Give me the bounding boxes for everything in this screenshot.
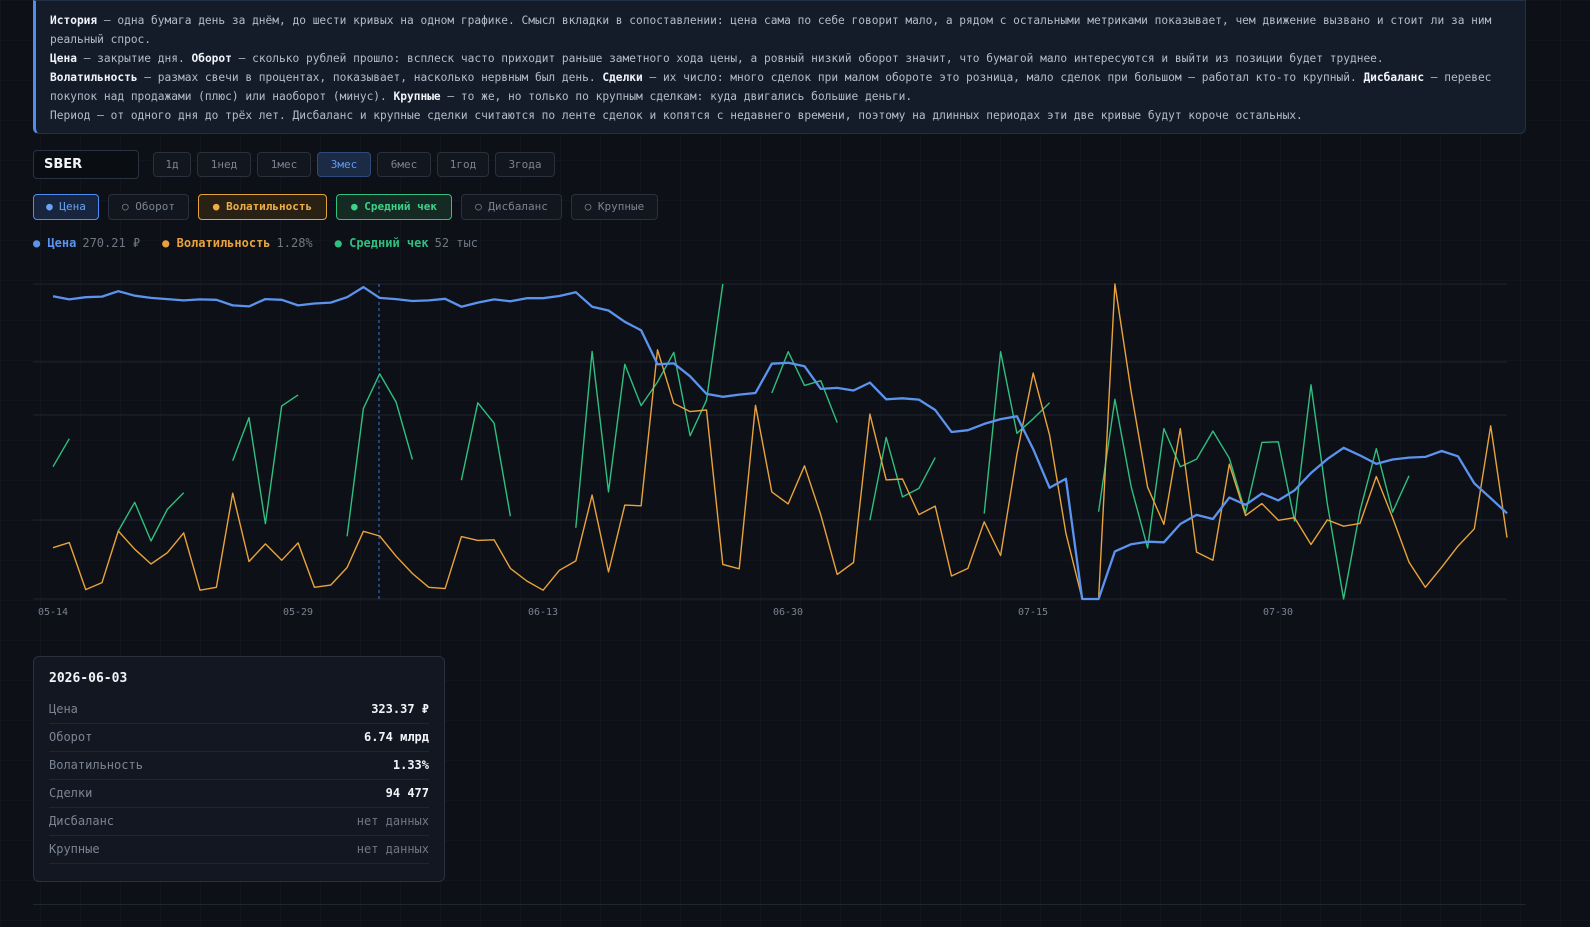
ticker-input[interactable]: SBER	[33, 150, 139, 179]
tooltip-value: нет данных	[356, 814, 429, 828]
tooltip-key: Сделки	[49, 786, 93, 800]
legend-label-avg-ticket: ● Средний чек	[334, 236, 429, 250]
info-paragraph-2: Цена — закрытие дня. Оборот — сколько ру…	[50, 49, 1511, 68]
info-text: — их число: много сделок при малом оборо…	[642, 71, 1364, 84]
info-term: Дисбаланс	[1363, 71, 1425, 84]
period-button-1d[interactable]: 1д	[153, 152, 191, 177]
history-chart[interactable]: 05-14 05-29 06-13 06-30 07-15 07-30	[0, 270, 1590, 630]
series-line-avg-ticket	[346, 373, 414, 537]
info-term: Оборот	[191, 52, 232, 65]
x-tick-label: 05-29	[283, 607, 313, 618]
series-line-volatility	[52, 283, 1508, 600]
info-term: Волатильность	[50, 71, 138, 84]
metric-toggle-volatility[interactable]: ● Волатильность	[198, 194, 327, 220]
period-button-3y[interactable]: 3года	[495, 152, 555, 177]
x-tick-label: 07-30	[1263, 607, 1293, 618]
x-tick-label: 07-15	[1018, 607, 1048, 618]
metric-toggle-turnover[interactable]: ○ Оборот	[108, 194, 189, 220]
legend-label-volatility: ● Волатильность	[162, 236, 271, 250]
tooltip-row: Дисбаланс нет данных	[49, 808, 429, 836]
series-line-avg-ticket	[1097, 384, 1410, 600]
period-button-6m[interactable]: 6мес	[377, 152, 431, 177]
chart-legend: ● Цена 270.21 ₽ ● Волатильность 1.28% ● …	[33, 236, 478, 250]
info-text: — размах свечи в процентах, показывает, …	[137, 71, 603, 84]
info-paragraph-3: Волатильность — размах свечи в процентах…	[50, 68, 1511, 106]
info-text: — сколько рублей прошло: всплеск часто п…	[231, 52, 1384, 65]
tooltip-key: Крупные	[49, 842, 100, 856]
metric-toggle-price[interactable]: ● Цена	[33, 194, 99, 220]
legend-item-price: ● Цена 270.21 ₽	[33, 236, 140, 250]
metric-toggle-imbalance[interactable]: ○ Дисбаланс	[461, 194, 562, 220]
series-line-avg-ticket	[117, 492, 185, 542]
divider	[33, 904, 1526, 905]
hover-tooltip: 2026-06-03 Цена 323.37 ₽ Оборот 6.74 млр…	[33, 656, 445, 882]
tooltip-value: 6.74 млрд	[363, 730, 429, 744]
legend-item-volatility: ● Волатильность 1.28%	[162, 236, 313, 250]
tooltip-row: Сделки 94 477	[49, 780, 429, 808]
legend-item-avg-ticket: ● Средний чек 52 тыс	[335, 236, 478, 250]
info-text: — то же, но только по крупным сделкам: к…	[440, 90, 913, 103]
tooltip-row: Волатильность 1.33%	[49, 752, 429, 780]
period-button-1w[interactable]: 1нед	[197, 152, 251, 177]
info-text: — перевес покупок над продажами (плюс) и…	[50, 71, 1492, 103]
series-line-avg-ticket	[460, 402, 512, 517]
series-line-avg-ticket	[52, 438, 70, 468]
tooltip-date: 2026-06-03	[49, 671, 128, 686]
tooltip-key: Цена	[49, 702, 78, 716]
tooltip-row: Крупные нет данных	[49, 836, 429, 864]
legend-value-avg-ticket: 52 тыс	[434, 236, 478, 250]
period-button-1y[interactable]: 1год	[437, 152, 489, 177]
x-tick-label: 06-30	[773, 607, 803, 618]
info-paragraph-1: История — одна бумага день за днём, до ш…	[50, 11, 1511, 49]
tooltip-key: Оборот	[49, 730, 93, 744]
info-panel: История — одна бумага день за днём, до ш…	[33, 0, 1526, 134]
tooltip-value: нет данных	[356, 842, 429, 856]
legend-label-price: ● Цена	[33, 236, 77, 250]
metric-toggles: ● Цена ○ Оборот ● Волатильность ● Средни…	[33, 194, 658, 220]
tooltip-key: Дисбаланс	[49, 814, 115, 828]
tooltip-value: 323.37 ₽	[371, 702, 429, 716]
period-selector: 1д 1нед 1мес 3мес 6мес 1год 3года	[153, 152, 555, 177]
info-text: — одна бумага день за днём, до шести кри…	[50, 14, 1492, 46]
metric-toggle-avg-ticket[interactable]: ● Средний чек	[336, 194, 452, 220]
period-button-3m[interactable]: 3мес	[317, 152, 371, 177]
info-text: — закрытие дня.	[76, 52, 192, 65]
legend-value-price: 270.21 ₽	[82, 236, 141, 250]
x-tick-label: 05-14	[38, 607, 68, 618]
info-term: История	[50, 14, 98, 27]
series-line-avg-ticket	[771, 351, 838, 423]
tooltip-value: 1.33%	[392, 758, 429, 772]
tooltip-row: Цена 323.37 ₽	[49, 696, 429, 724]
info-term: Крупные	[393, 90, 441, 103]
info-term: Цена	[50, 52, 77, 65]
series-line-avg-ticket	[232, 394, 299, 525]
series-line-avg-ticket	[869, 436, 936, 521]
x-tick-label: 06-13	[528, 607, 558, 618]
tooltip-key: Волатильность	[49, 758, 143, 772]
period-button-1m[interactable]: 1мес	[257, 152, 311, 177]
legend-value-volatility: 1.28%	[276, 236, 313, 250]
info-paragraph-4: Период — от одного дня до трёх лет. Дисб…	[50, 106, 1511, 125]
series-line-avg-ticket	[983, 351, 1051, 514]
info-text: Период — от одного дня до трёх лет. Дисб…	[50, 109, 1303, 122]
info-term: Сделки	[602, 71, 643, 84]
series-line-price	[52, 285, 1508, 601]
tooltip-value: 94 477	[385, 786, 429, 800]
tooltip-row: Оборот 6.74 млрд	[49, 724, 429, 752]
metric-toggle-large-trades[interactable]: ○ Крупные	[571, 194, 658, 220]
series-line-avg-ticket	[575, 283, 724, 528]
